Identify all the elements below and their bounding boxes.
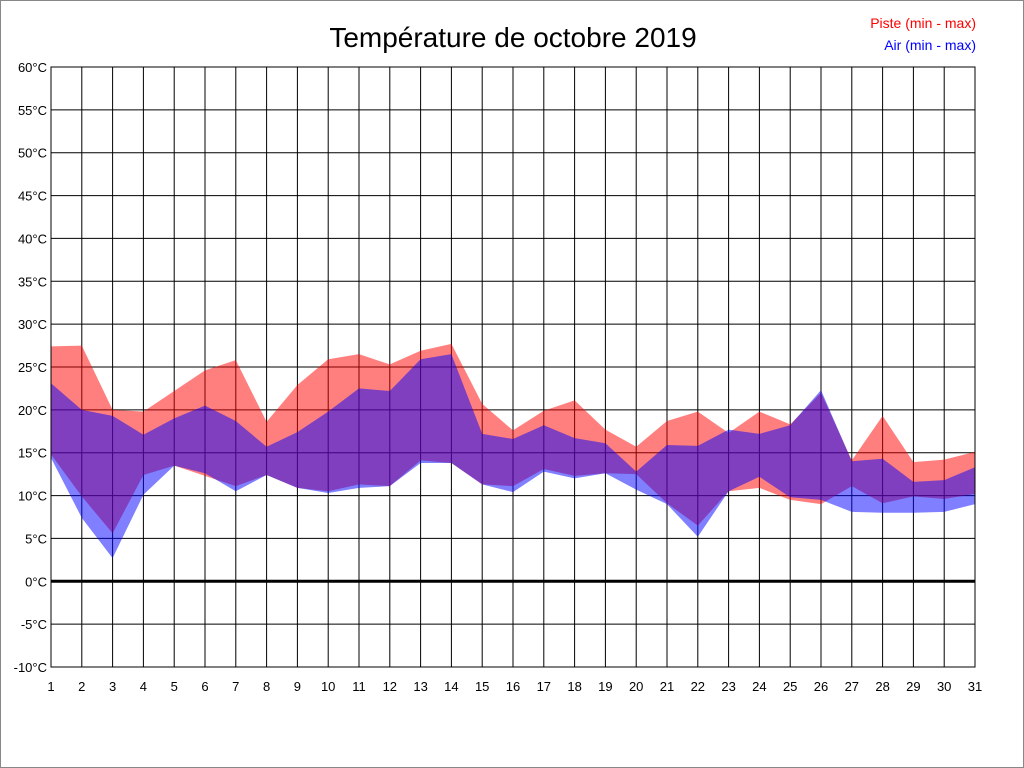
y-tick-label: 5°C xyxy=(25,531,47,546)
x-tick-label: 6 xyxy=(201,679,208,694)
y-tick-label: 15°C xyxy=(18,446,47,461)
y-tick-label: 55°C xyxy=(18,103,47,118)
y-axis-ticks: -10°C -5°C 0°C 5°C 10°C 15°C 20°C 25°C 30°C 35°C 4… xyxy=(14,60,47,675)
x-tick-label: 21 xyxy=(660,679,674,694)
x-tick-label: 23 xyxy=(721,679,735,694)
x-tick-label: 20 xyxy=(629,679,643,694)
x-tick-label: 11 xyxy=(352,679,366,694)
chart-title: Température de octobre 2019 xyxy=(329,22,696,53)
x-tick-label: 4 xyxy=(140,679,147,694)
x-tick-label: 13 xyxy=(413,679,427,694)
x-tick-label: 14 xyxy=(444,679,458,694)
x-tick-label: 8 xyxy=(263,679,270,694)
x-tick-label: 24 xyxy=(752,679,766,694)
y-tick-label: 45°C xyxy=(18,189,47,204)
area-piste xyxy=(51,343,975,534)
grid xyxy=(50,66,976,668)
x-tick-label: 17 xyxy=(537,679,551,694)
x-tick-label: 19 xyxy=(598,679,612,694)
x-tick-label: 18 xyxy=(567,679,581,694)
x-tick-label: 2 xyxy=(78,679,85,694)
y-tick-label: 40°C xyxy=(18,231,47,246)
y-tick-label: 30°C xyxy=(18,317,47,332)
x-axis-ticks: 1 2 3 4 5 6 7 8 9 10 11 12 13 14 15 16 17 18 19 20 21 22 23 24 2… xyxy=(47,679,982,694)
y-tick-label: 60°C xyxy=(18,60,47,75)
x-tick-label: 22 xyxy=(691,679,705,694)
axes xyxy=(50,66,976,668)
legend-piste: Piste (min - max) xyxy=(870,15,976,31)
y-tick-label: -10°C xyxy=(14,660,47,675)
plot-frame xyxy=(50,66,976,668)
x-tick-label: 1 xyxy=(47,679,54,694)
x-tick-label: 28 xyxy=(875,679,889,694)
x-tick-label: 27 xyxy=(845,679,859,694)
x-tick-label: 12 xyxy=(383,679,397,694)
y-tick-label: 50°C xyxy=(18,146,47,161)
series-areas xyxy=(51,343,975,559)
x-tick-label: 26 xyxy=(814,679,828,694)
legend-air: Air (min - max) xyxy=(884,37,976,53)
x-tick-label: 7 xyxy=(232,679,239,694)
y-tick-label: 0°C xyxy=(25,574,47,589)
x-tick-label: 15 xyxy=(475,679,489,694)
x-tick-label: 16 xyxy=(506,679,520,694)
x-tick-label: 31 xyxy=(968,679,982,694)
x-tick-label: 3 xyxy=(109,679,116,694)
y-tick-label: 25°C xyxy=(18,360,47,375)
y-tick-label: 10°C xyxy=(18,489,47,504)
x-tick-label: 9 xyxy=(294,679,301,694)
x-tick-label: 30 xyxy=(937,679,951,694)
x-tick-label: 25 xyxy=(783,679,797,694)
y-tick-label: -5°C xyxy=(21,617,47,632)
y-tick-label: 20°C xyxy=(18,403,47,418)
x-tick-label: 10 xyxy=(321,679,335,694)
area-air xyxy=(51,354,975,559)
y-tick-label: 35°C xyxy=(18,274,47,289)
x-tick-label: 5 xyxy=(171,679,178,694)
x-tick-label: 29 xyxy=(906,679,920,694)
